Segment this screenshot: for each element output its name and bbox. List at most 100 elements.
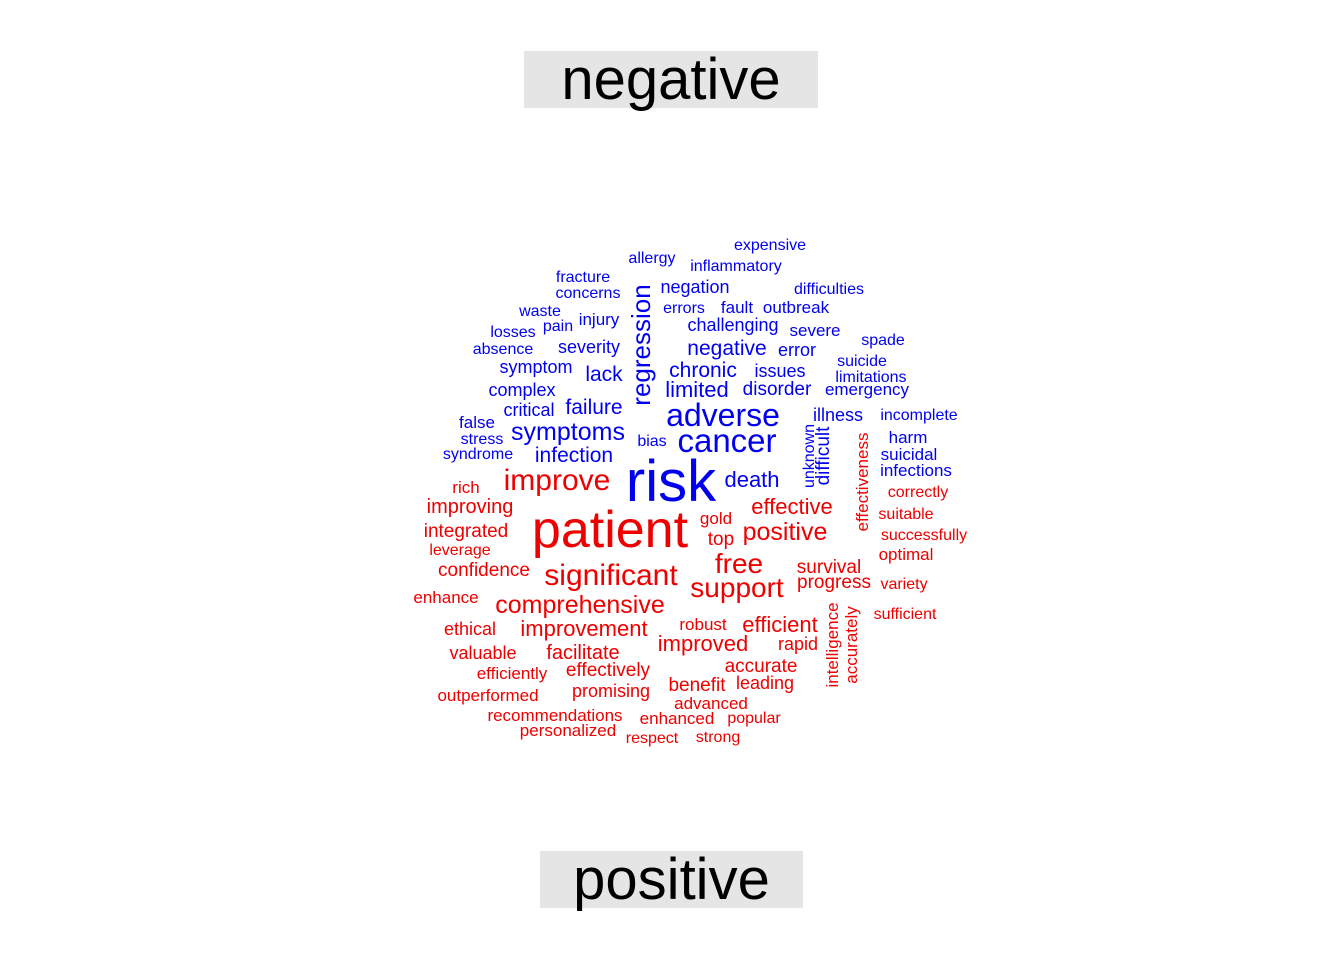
negative-word-negative: negative	[687, 337, 766, 360]
positive-word-top: top	[708, 529, 734, 550]
negative-word-false: false	[459, 413, 495, 432]
positive-word-correctly: correctly	[888, 484, 948, 501]
negative-word-syndrome: syndrome	[443, 446, 513, 463]
negative-word-errors: errors	[663, 300, 705, 317]
positive-word-integrated: integrated	[424, 521, 509, 542]
negative-word-difficulties: difficulties	[794, 281, 864, 298]
positive-word-promising: promising	[572, 681, 650, 701]
positive-word-variety: variety	[880, 576, 927, 593]
positive-word-accurately: accurately	[842, 606, 861, 684]
negative-word-infections: infections	[880, 461, 952, 480]
negative-word-complex: complex	[488, 380, 555, 400]
negative-word-spade: spade	[861, 332, 905, 349]
positive-word-progress: progress	[797, 572, 871, 593]
negative-word-symptoms: symptoms	[511, 418, 625, 446]
positive-word-improvement: improvement	[520, 616, 647, 641]
negative-word-adverse: adverse	[666, 397, 780, 433]
positive-word-optimal: optimal	[879, 545, 934, 564]
negative-word-suicide: suicide	[837, 353, 887, 370]
negative-word-outbreak: outbreak	[763, 298, 830, 317]
positive-word-free: free	[715, 548, 763, 579]
negative-word-lack: lack	[585, 363, 623, 386]
positive-word-gold: gold	[700, 509, 732, 528]
positive-word-ethical: ethical	[444, 619, 496, 639]
negative-word-negation: negation	[660, 277, 729, 297]
negative-word-disorder: disorder	[743, 379, 812, 400]
negative-word-regression: regression	[626, 284, 656, 405]
negative-word-fracture: fracture	[556, 269, 610, 286]
negative-word-issues: issues	[754, 361, 805, 381]
positive-word-enhanced: enhanced	[640, 709, 715, 728]
positive-word-efficiently: efficiently	[477, 664, 548, 683]
positive-word-benefit: benefit	[668, 675, 726, 696]
negative-word-fault: fault	[721, 298, 753, 317]
positive-word-popular: popular	[727, 710, 781, 727]
positive-word-successfully: successfully	[881, 527, 967, 544]
negative-word-error: error	[778, 340, 816, 360]
negative-word-inflammatory: inflammatory	[690, 258, 782, 275]
negative-word-waste: waste	[518, 303, 561, 320]
positive-word-outperformed: outperformed	[437, 686, 538, 705]
positive-word-positive: positive	[743, 518, 828, 546]
positive-word-valuable: valuable	[449, 643, 516, 663]
negative-word-challenging: challenging	[687, 315, 778, 335]
negative-word-risk: risk	[626, 449, 717, 514]
positive-word-rapid: rapid	[778, 634, 818, 654]
negative-word-symptom: symptom	[499, 357, 572, 377]
positive-word-sufficient: sufficient	[874, 606, 937, 623]
positive-word-effectively: effectively	[566, 660, 651, 681]
negative-word-injury: injury	[579, 310, 620, 329]
positive-word-strong: strong	[696, 729, 740, 746]
positive-group-label: positive	[540, 851, 803, 909]
negative-word-emergency: emergency	[825, 380, 910, 399]
positive-word-facilitate: facilitate	[546, 642, 619, 664]
positive-word-comprehensive: comprehensive	[495, 591, 665, 619]
negative-word-pain: pain	[543, 318, 573, 335]
negative-word-absence: absence	[473, 341, 534, 358]
negative-word-death: death	[724, 467, 779, 492]
positive-word-intelligence: intelligence	[823, 602, 842, 687]
negative-word-bias: bias	[637, 433, 666, 450]
positive-word-enhance: enhance	[413, 588, 478, 607]
positive-word-accurate: accurate	[725, 656, 798, 677]
negative-word-infection: infection	[535, 444, 613, 467]
positive-word-respect: respect	[626, 730, 679, 747]
positive-word-suitable: suitable	[878, 506, 933, 523]
negative-word-allergy: allergy	[628, 250, 675, 267]
positive-word-personalized: personalized	[520, 721, 616, 740]
negative-word-severity: severity	[558, 337, 620, 357]
negative-word-losses: losses	[490, 324, 535, 341]
negative-word-expensive: expensive	[734, 237, 806, 254]
positive-word-improve: improve	[504, 464, 611, 497]
negative-word-chronic: chronic	[669, 359, 737, 382]
positive-word-significant: significant	[544, 559, 678, 592]
negative-word-unknown: unknown	[801, 424, 818, 488]
positive-word-improved: improved	[658, 631, 748, 656]
positive-word-recommendations: recommendations	[487, 706, 622, 725]
positive-word-effective: effective	[751, 494, 833, 519]
positive-word-leading: leading	[736, 673, 794, 693]
negative-word-incomplete: incomplete	[880, 407, 957, 424]
negative-word-difficult: difficult	[813, 426, 834, 486]
positive-word-rich: rich	[452, 478, 479, 497]
negative-word-cancer: cancer	[677, 422, 776, 459]
negative-word-critical: critical	[503, 400, 554, 420]
negative-word-limitations: limitations	[835, 369, 906, 386]
positive-word-patient: patient	[532, 501, 689, 559]
negative-word-stress: stress	[461, 431, 504, 448]
positive-word-confidence: confidence	[438, 560, 530, 581]
negative-word-failure: failure	[565, 396, 622, 419]
positive-word-advanced: advanced	[674, 694, 748, 713]
positive-word-effectiveness: effectiveness	[853, 433, 872, 532]
negative-word-limited: limited	[665, 377, 729, 402]
positive-word-survival: survival	[797, 557, 861, 578]
negative-word-concerns: concerns	[556, 285, 621, 302]
negative-word-severe: severe	[789, 321, 840, 340]
negative-word-suicidal: suicidal	[881, 445, 938, 464]
negative-word-harm: harm	[889, 428, 928, 447]
positive-word-improving: improving	[427, 496, 514, 518]
negative-word-illness: illness	[813, 405, 863, 425]
positive-word-efficient: efficient	[742, 612, 817, 637]
positive-word-leverage: leverage	[429, 542, 490, 559]
